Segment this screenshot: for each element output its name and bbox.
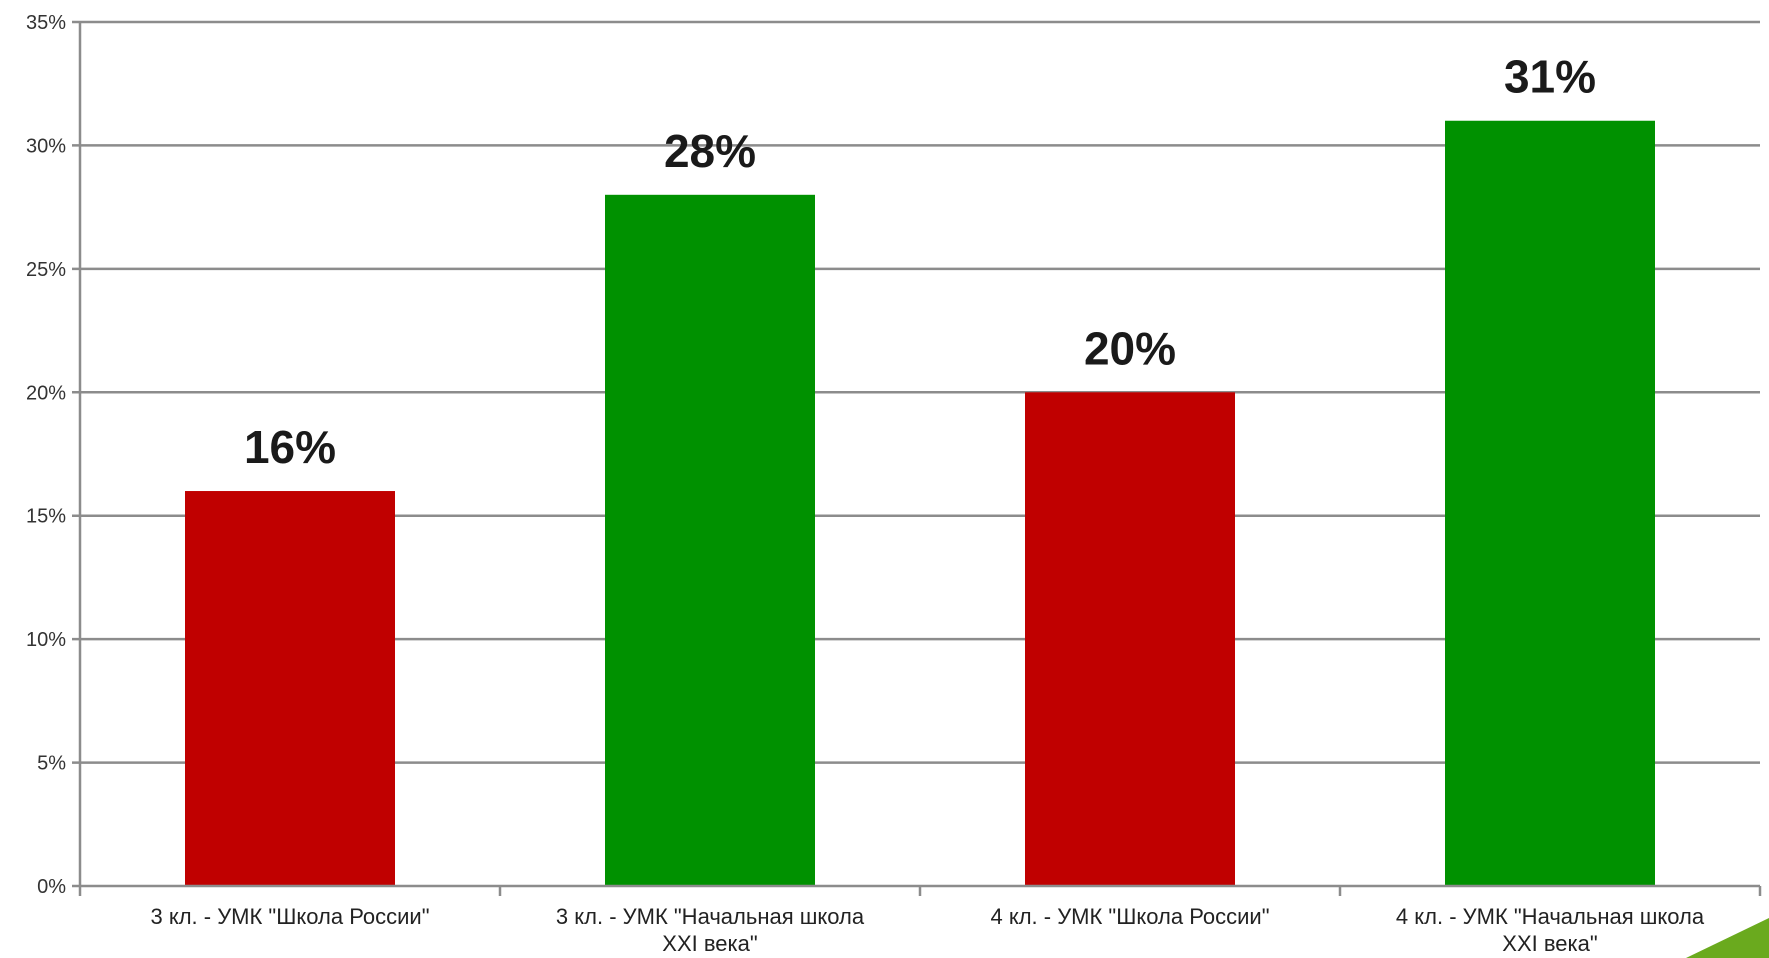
x-axis-category-labels: 3 кл. - УМК "Школа России" 3 кл. - УМК "Н…	[150, 904, 1704, 956]
x-category-label: 3 кл. - УМК "Школа России"	[150, 904, 429, 929]
y-tick-label: 25%	[26, 259, 66, 281]
y-axis-tick-labels: 0% 5% 10% 15% 20% 25% 30% 35%	[26, 12, 66, 898]
axes	[72, 22, 1762, 896]
data-label: 28%	[664, 125, 756, 177]
x-category-label: 4 кл. - УМК "Школа России"	[990, 904, 1269, 929]
y-tick-label: 0%	[37, 876, 66, 898]
green-triangle-arrow-icon	[1686, 918, 1769, 958]
bar	[1025, 392, 1235, 886]
data-label: 20%	[1084, 322, 1176, 374]
y-tick-label: 15%	[26, 506, 66, 528]
bar	[1445, 120, 1655, 886]
data-label: 31%	[1504, 51, 1596, 103]
bars	[185, 120, 1655, 887]
x-category-label: 4 кл. - УМК "Начальная школа XXI века"	[1396, 904, 1705, 956]
data-label: 16%	[244, 421, 336, 473]
bar	[605, 194, 815, 887]
x-category-label: 3 кл. - УМК "Начальная школа XXI века"	[556, 904, 865, 956]
y-tick-label: 35%	[26, 12, 66, 34]
data-labels: 16% 28% 20% 31%	[244, 51, 1596, 473]
bar	[185, 491, 395, 886]
y-tick-label: 5%	[37, 753, 66, 775]
y-tick-label: 20%	[26, 382, 66, 404]
y-tick-label: 30%	[26, 135, 66, 157]
y-tick-label: 10%	[26, 629, 66, 651]
